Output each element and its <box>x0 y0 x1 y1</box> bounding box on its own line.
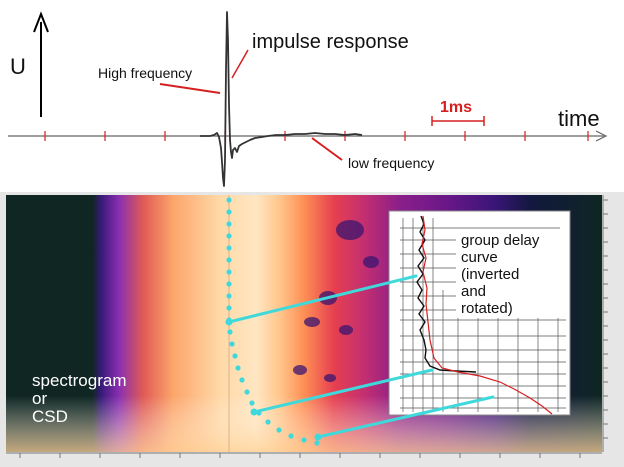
frequency-scale <box>602 195 608 452</box>
spectrogram-label: spectrogram or CSD <box>32 371 127 426</box>
connector-markers <box>225 318 322 441</box>
connector-lines <box>227 274 495 439</box>
impulse-waveform <box>200 11 363 187</box>
group-delay-inset <box>388 210 571 416</box>
low-frequency-pointer <box>311 137 343 161</box>
time-scale <box>6 452 602 458</box>
u-axis-arrowhead <box>33 11 49 33</box>
high-frequency-label: High frequency <box>98 65 193 81</box>
connector-line-3 <box>316 395 495 439</box>
connector-line-1 <box>227 274 418 324</box>
y-axis-label: U <box>10 54 26 79</box>
group-delay-dots <box>226 197 320 446</box>
group-delay-label: group delay curve (inverted and rotated) <box>461 232 540 317</box>
impulse-plot <box>8 11 608 187</box>
connector-line-2 <box>252 368 434 414</box>
low-frequency-label: low frequency <box>348 155 435 171</box>
x-axis-label: time <box>558 106 600 131</box>
impulse-pointer <box>231 49 249 79</box>
inset-grid <box>400 218 566 412</box>
scale-bar <box>431 116 485 126</box>
inset-group-delay-curve <box>421 215 553 415</box>
high-frequency-pointer <box>159 83 221 94</box>
time-axis-ticks <box>44 131 589 141</box>
time-axis-arrowhead <box>595 130 608 142</box>
impulse-response-label: impulse response <box>252 31 409 53</box>
scale-bar-label: 1ms <box>440 99 473 116</box>
